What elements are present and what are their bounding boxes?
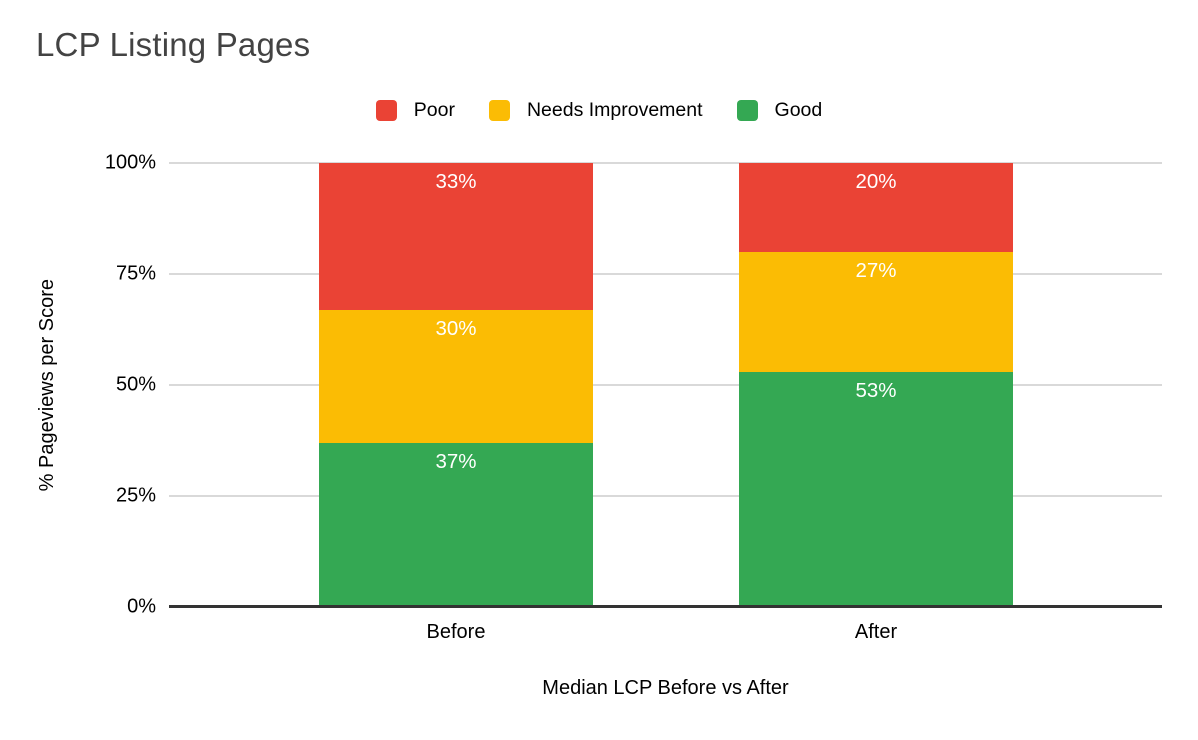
stacked-bar-before[interactable]: 33% 30% 37% [319, 163, 593, 607]
gridline [169, 384, 1162, 386]
gridline [169, 495, 1162, 497]
y-tick-label: 100% [104, 151, 156, 174]
segment-data-label: 53% [855, 378, 897, 402]
legend: Poor Needs Improvement Good [0, 99, 1198, 122]
x-category-label-before: Before [426, 621, 486, 643]
y-tick-label: 75% [115, 262, 156, 285]
stacked-bar-after[interactable]: 20% 27% 53% [739, 163, 1013, 607]
legend-swatch-icon [736, 100, 758, 121]
segment-poor-before[interactable]: 33% [319, 163, 593, 310]
segment-good-after[interactable]: 53% [739, 371, 1013, 607]
segment-good-before[interactable]: 37% [319, 442, 593, 607]
legend-item-poor[interactable]: Poor [375, 99, 455, 122]
legend-swatch-icon [488, 100, 510, 121]
segment-data-label: 27% [855, 258, 897, 282]
segment-data-label: 20% [855, 170, 897, 193]
legend-label: Poor [413, 99, 455, 121]
segment-data-label: 37% [435, 449, 477, 473]
x-category-label-after: After [854, 621, 898, 643]
y-axis-ticks: 100% 75% 50% 25% 0% [0, 152, 156, 618]
y-tick-label: 25% [115, 484, 156, 507]
gridline [169, 162, 1162, 164]
segment-data-label: 30% [435, 316, 477, 340]
segment-needs-improvement-before[interactable]: 30% [319, 309, 593, 443]
chart-title: LCP Listing Pages [36, 26, 311, 63]
segment-poor-after[interactable]: 20% [739, 163, 1013, 252]
segment-data-label: 33% [435, 170, 477, 193]
legend-item-good[interactable]: Good [736, 99, 823, 122]
x-axis-baseline [169, 605, 1162, 608]
legend-item-needs-improvement[interactable]: Needs Improvement [488, 99, 703, 122]
gridline [169, 273, 1162, 275]
plot-area: 33% 30% 37% Before 20% 27% 53% After [169, 162, 1162, 643]
y-tick-label: 50% [115, 373, 156, 396]
legend-swatch-icon [375, 100, 397, 121]
segment-needs-improvement-after[interactable]: 27% [739, 251, 1013, 372]
legend-label: Needs Improvement [526, 99, 703, 121]
legend-label: Good [774, 99, 823, 121]
y-tick-label: 0% [127, 595, 156, 618]
x-axis-title: Median LCP Before vs After [542, 677, 789, 699]
